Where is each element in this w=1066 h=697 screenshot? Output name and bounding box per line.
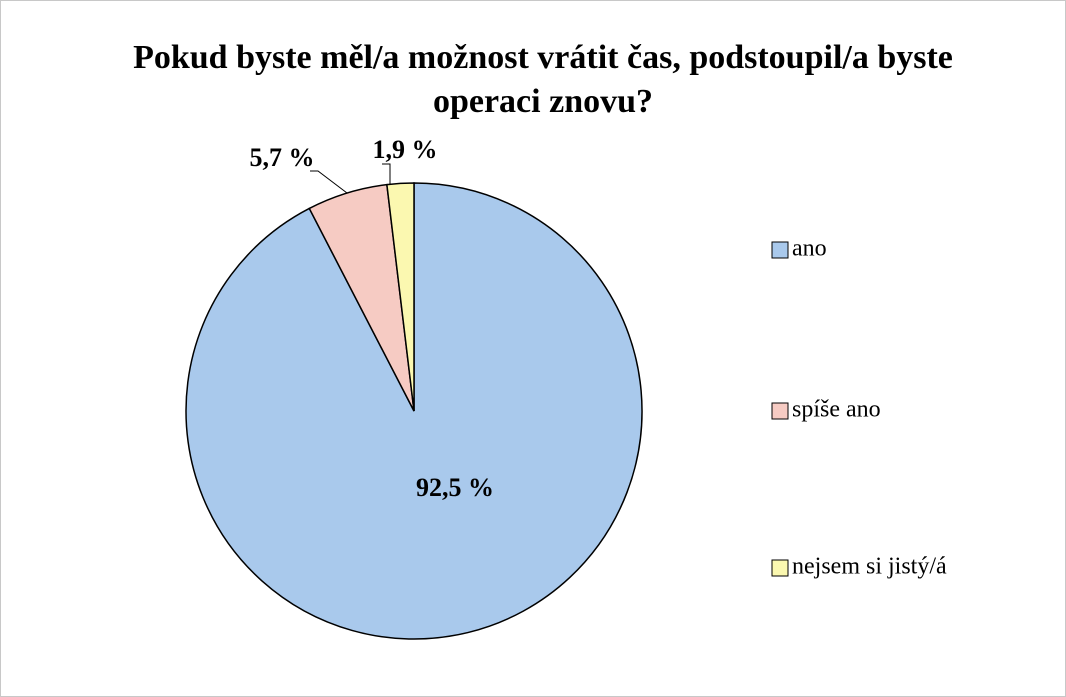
chart-title: Pokud byste měl/a možnost vrátit čas, po…: [133, 39, 953, 120]
legend-label: nejsem si jistý/á: [792, 554, 947, 580]
legend-label: ano: [792, 236, 827, 262]
legend-swatch: [771, 241, 789, 259]
data-label: 92,5 %: [416, 473, 494, 502]
pie-slice: [386, 182, 415, 412]
legend-swatch: [771, 402, 789, 420]
leader-line: [310, 170, 348, 194]
legend-swatch: [771, 559, 789, 577]
leader-line: [382, 163, 391, 184]
data-label: 5,7 %: [250, 143, 315, 172]
data-label: 1,9 %: [373, 135, 438, 164]
legend-label: spíše ano: [792, 397, 881, 423]
